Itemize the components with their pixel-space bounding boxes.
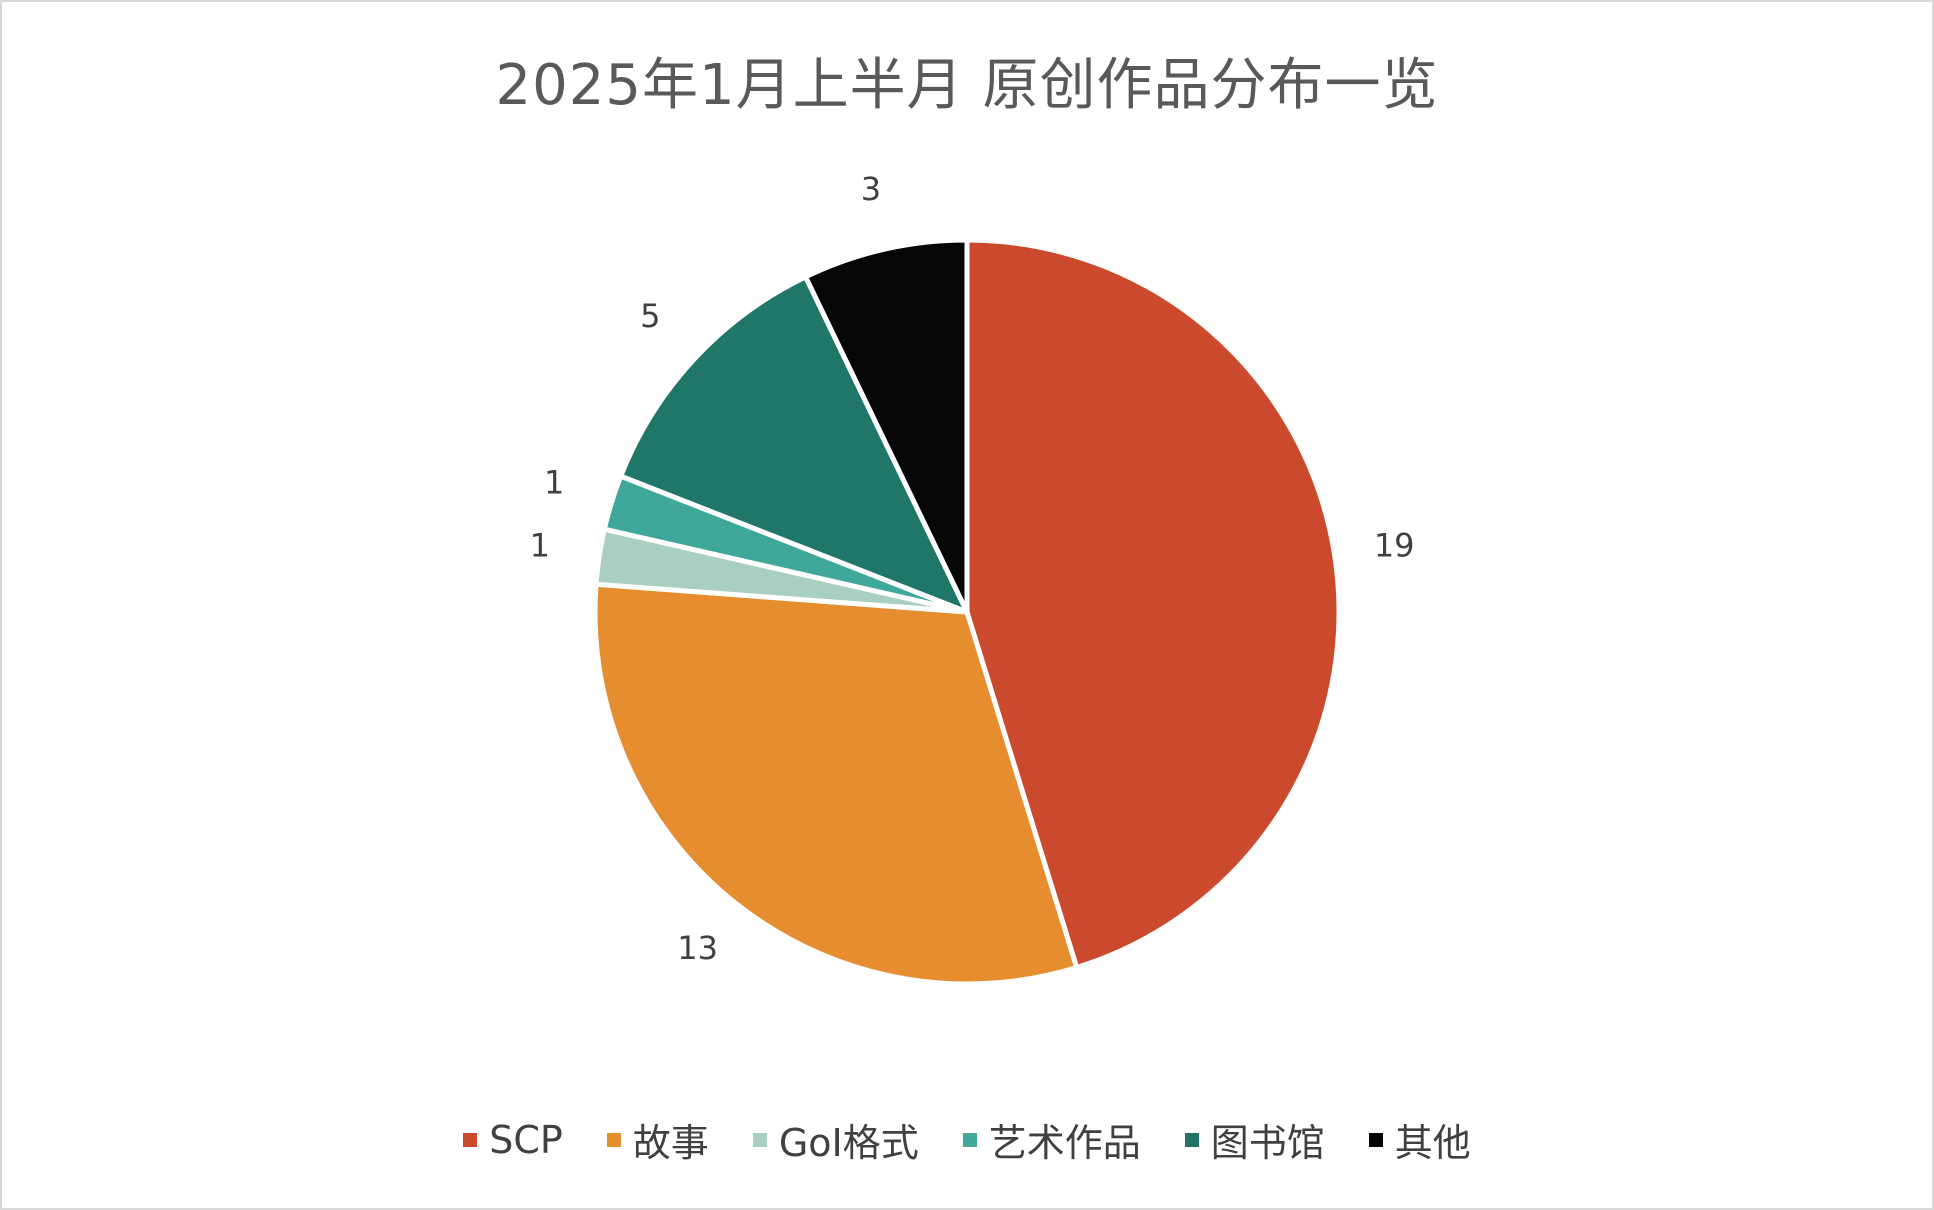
chart-title: 2025年1月上半月 原创作品分布一览 (495, 53, 1439, 118)
legend-item-2: 故事 (606, 1112, 709, 1167)
legend-swatch-icon (1368, 1132, 1383, 1147)
pie-slice-6 (803, 237, 970, 615)
pie-slice-2 (592, 581, 1080, 987)
legend-item-5: 图书馆 (1184, 1112, 1325, 1167)
legend-label: GoI格式 (778, 1121, 919, 1165)
legend-swatch-icon (962, 1132, 977, 1147)
legend-label: SCP (489, 1117, 563, 1162)
pie-slice-1 (964, 237, 1342, 970)
legend-label: 图书馆 (1210, 1121, 1325, 1165)
legend-swatch-icon (606, 1132, 621, 1147)
data-label-5: 5 (640, 297, 660, 335)
data-label-3: 1 (530, 527, 550, 565)
pie-slices (592, 237, 1342, 987)
legend-item-4: 艺术作品 (962, 1112, 1141, 1167)
legend-item-3: GoI格式 (752, 1112, 919, 1167)
legend-swatch-icon (752, 1132, 767, 1147)
chart-legend: SCP 故事 GoI格式 艺术作品 图书馆 其他 (0, 1112, 1934, 1167)
pie-slice-5 (618, 274, 970, 615)
data-label-1: 19 (1374, 527, 1415, 565)
legend-swatch-icon (463, 1132, 478, 1147)
pie-data-labels: 19 13 1 1 5 3 (530, 170, 1415, 967)
legend-swatch-icon (1184, 1132, 1199, 1147)
legend-label: 艺术作品 (988, 1121, 1141, 1165)
legend-label: 故事 (632, 1121, 709, 1165)
legend-label: 其他 (1394, 1121, 1471, 1165)
data-label-6: 3 (861, 170, 881, 208)
data-label-2: 13 (677, 929, 718, 967)
legend-item-1: SCP (463, 1118, 563, 1162)
data-label-4: 1 (544, 464, 564, 502)
legend-item-6: 其他 (1368, 1112, 1471, 1167)
